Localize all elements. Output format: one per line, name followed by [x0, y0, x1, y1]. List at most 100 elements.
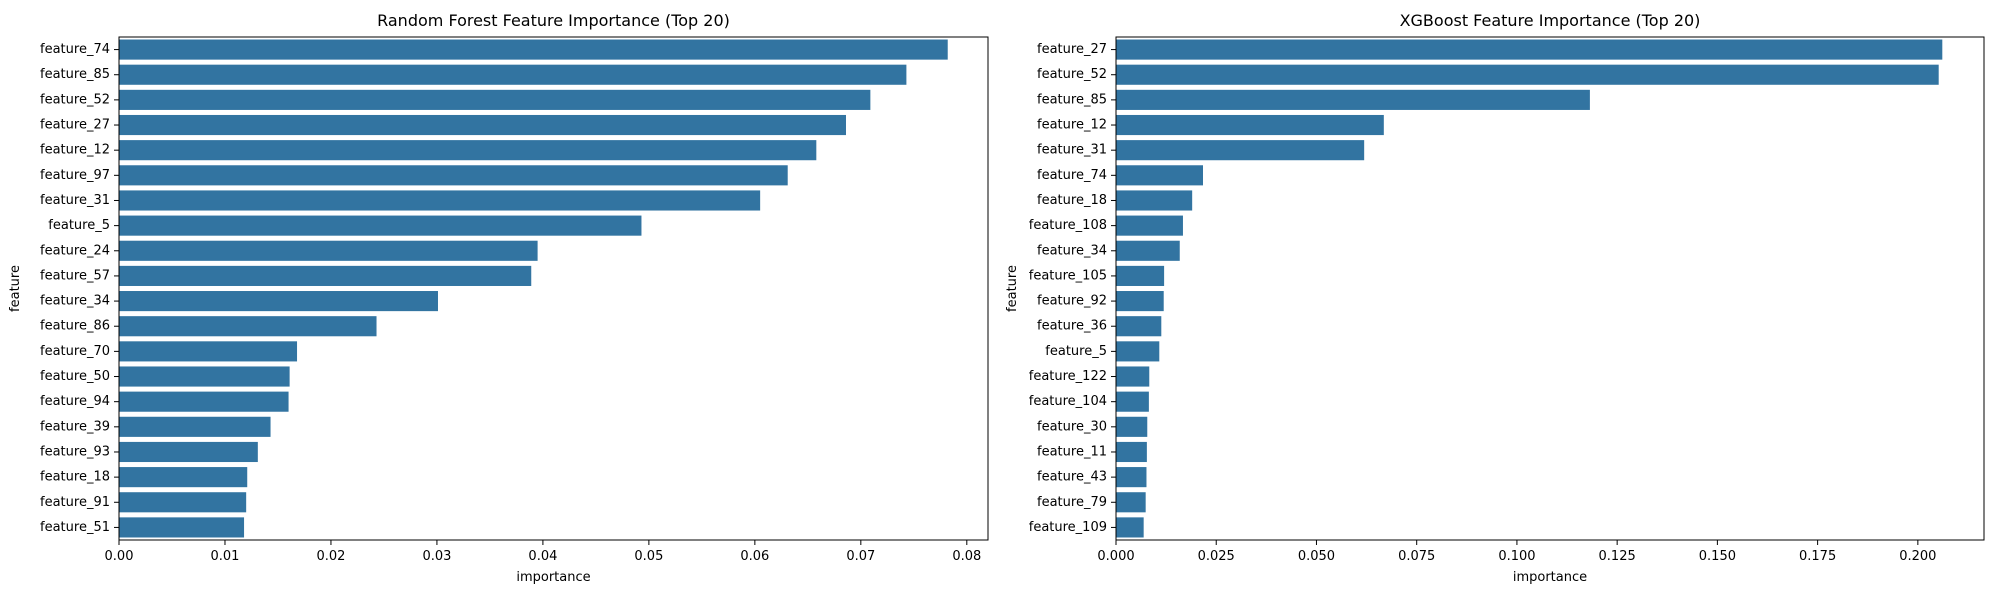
- y-tick-label: feature_34: [40, 294, 110, 309]
- bar-feature-109: [1116, 517, 1144, 538]
- x-tick-label: 0.04: [528, 549, 557, 564]
- bar-feature-5: [1116, 341, 1160, 362]
- y-tick-label: feature_18: [1037, 193, 1107, 208]
- x-tick-label: 0.05: [634, 549, 663, 564]
- y-tick-label: feature_52: [40, 92, 110, 107]
- axes-frame: [118, 36, 989, 541]
- x-tick-label: 0.06: [740, 549, 769, 564]
- y-tick-label: feature_27: [40, 118, 110, 133]
- x-tick-label: 0.08: [952, 549, 981, 564]
- axes-frame: [1115, 36, 1985, 541]
- y-tick-label: feature_11: [1037, 444, 1107, 459]
- bar-feature-52: [1116, 64, 1939, 85]
- y-tick-label: feature_31: [40, 193, 110, 208]
- bar-feature-105: [1116, 265, 1165, 286]
- bars: [1116, 39, 1943, 538]
- bar-feature-18: [1116, 190, 1193, 211]
- y-axis-label: feature: [1005, 265, 1020, 312]
- bar-feature-50: [119, 366, 290, 387]
- y-tick-label: feature_31: [1037, 143, 1107, 158]
- x-tick-label: 0.07: [846, 549, 875, 564]
- chart-title: XGBoost Feature Importance (Top 20): [1400, 11, 1701, 30]
- y-tick-label: feature_85: [40, 67, 110, 82]
- bar-feature-57: [119, 265, 532, 286]
- bar-feature-18: [119, 467, 248, 488]
- bar-feature-52: [119, 89, 871, 110]
- x-tick-label: 0.025: [1198, 549, 1235, 564]
- bar-feature-36: [1116, 316, 1162, 337]
- y-tick-label: feature_36: [1037, 319, 1107, 334]
- y-axis-label: feature: [8, 265, 23, 312]
- y-tick-label: feature_92: [1037, 294, 1107, 309]
- x-axis-ticks: 0.00 0.01 0.02 0.03 0.04 0.05 0.06 0.07 0.08: [105, 540, 981, 564]
- x-tick-label: 0.050: [1298, 549, 1335, 564]
- y-tick-label: feature_5: [1045, 344, 1107, 359]
- bar-feature-91: [119, 492, 247, 513]
- y-tick-label: feature_34: [1037, 243, 1107, 258]
- bar-feature-11: [1116, 441, 1147, 463]
- y-tick-label: feature_91: [40, 495, 110, 510]
- chart-title: Random Forest Feature Importance (Top 20…: [377, 11, 730, 30]
- y-tick-label: feature_12: [1037, 118, 1107, 133]
- bar-feature-34: [1116, 240, 1180, 261]
- bar-feature-86: [119, 316, 377, 337]
- chart-panel-2: feature_27 feature_52 feature_85 feature_12…: [1005, 11, 1985, 585]
- bar-feature-27: [119, 114, 846, 136]
- y-tick-label: feature_30: [1037, 419, 1107, 434]
- y-tick-label: feature_70: [40, 344, 110, 359]
- bar-feature-97: [119, 165, 788, 186]
- x-tick-label: 0.075: [1398, 549, 1435, 564]
- bar-feature-85: [119, 64, 907, 85]
- y-tick-label: feature_74: [40, 42, 110, 57]
- y-tick-label: feature_50: [40, 369, 110, 384]
- bar-feature-94: [119, 391, 289, 412]
- bar-feature-104: [1116, 391, 1149, 412]
- bar-feature-51: [119, 517, 245, 538]
- bar-feature-31: [1116, 140, 1365, 161]
- x-axis-label: importance: [516, 570, 590, 585]
- bars: [119, 39, 948, 538]
- y-tick-label: feature_27: [1037, 42, 1107, 57]
- y-tick-label: feature_5: [48, 218, 110, 233]
- bar-feature-92: [1116, 291, 1164, 312]
- y-tick-label: feature_122: [1029, 369, 1107, 384]
- bar-feature-30: [1116, 416, 1148, 437]
- bar-feature-39: [119, 416, 271, 437]
- bar-feature-85: [1116, 89, 1590, 110]
- bar-feature-79: [1116, 492, 1146, 513]
- y-tick-label: feature_52: [1037, 67, 1107, 82]
- x-tick-label: 0.000: [1097, 549, 1134, 564]
- bar-feature-74: [119, 39, 948, 60]
- y-axis-ticks: feature_27 feature_52 feature_85 feature_12…: [1029, 42, 1116, 535]
- y-tick-label: feature_85: [1037, 92, 1107, 107]
- x-tick-label: 0.175: [1799, 549, 1836, 564]
- y-tick-label: feature_79: [1037, 495, 1107, 510]
- x-axis-ticks: 0.000 0.025 0.050 0.075 0.100 0.125 0.150 0.175…: [1097, 540, 1936, 564]
- bar-feature-108: [1116, 215, 1183, 236]
- bar-feature-122: [1116, 366, 1150, 387]
- bar-feature-12: [119, 140, 817, 161]
- x-tick-label: 0.100: [1498, 549, 1535, 564]
- y-axis-ticks: feature_74 feature_85 feature_52 feature_27…: [40, 42, 119, 535]
- x-tick-label: 0.125: [1599, 549, 1636, 564]
- y-tick-label: feature_74: [1037, 168, 1107, 183]
- bar-feature-43: [1116, 467, 1147, 488]
- y-tick-label: feature_94: [40, 394, 110, 409]
- bar-feature-34: [119, 291, 438, 312]
- x-tick-label: 0.02: [316, 549, 345, 564]
- y-tick-label: feature_104: [1029, 394, 1107, 409]
- y-tick-label: feature_57: [40, 268, 110, 283]
- bar-feature-70: [119, 341, 298, 362]
- y-tick-label: feature_43: [1037, 470, 1107, 485]
- y-tick-label: feature_105: [1029, 268, 1107, 283]
- y-tick-label: feature_18: [40, 470, 110, 485]
- x-tick-label: 0.03: [422, 549, 451, 564]
- y-tick-label: feature_109: [1029, 520, 1107, 535]
- x-axis-label: importance: [1513, 570, 1587, 585]
- x-tick-label: 0.01: [210, 549, 239, 564]
- y-tick-label: feature_24: [40, 243, 110, 258]
- x-tick-label: 0.200: [1899, 549, 1936, 564]
- y-tick-label: feature_51: [40, 520, 110, 535]
- bar-feature-12: [1116, 114, 1384, 136]
